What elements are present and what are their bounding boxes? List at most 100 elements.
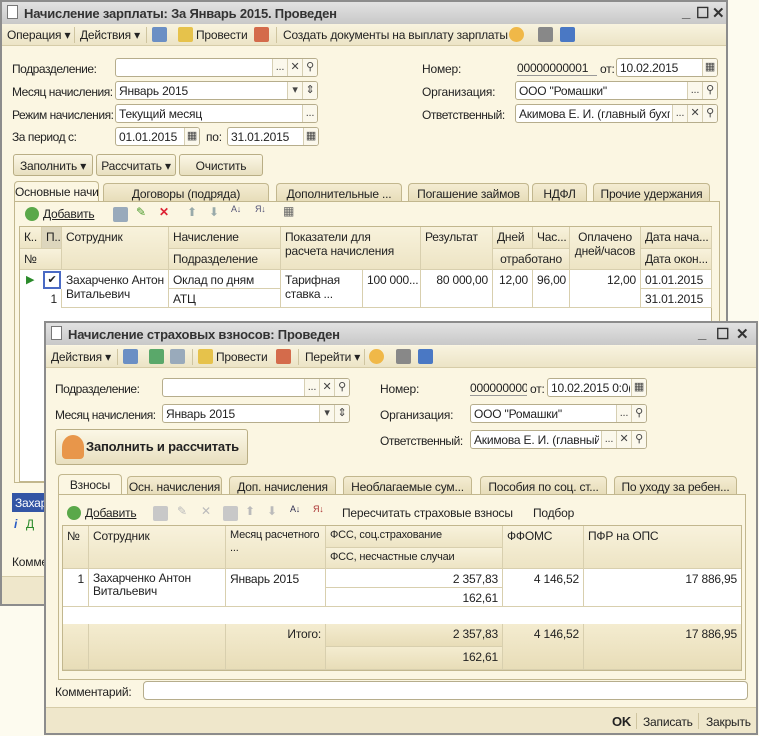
fill-and-calculate-button[interactable]: Заполнить и рассчитать [55,429,248,465]
save-button[interactable]: Записать [643,715,693,729]
mode-field[interactable]: Текущий месяц... [115,104,318,123]
tab-other-deductions[interactable]: Прочие удержания [593,183,710,202]
move-down-icon[interactable]: ⬇ [267,504,277,518]
table-settings-icon[interactable]: ▦ [283,204,295,218]
col-date-end[interactable]: Дата окон... [641,249,712,270]
division-field[interactable]: ... ✕ ⚲ [162,378,350,397]
sort-asc-icon[interactable]: A↓ [231,204,242,214]
post-icon[interactable] [198,349,213,364]
period-to-field[interactable]: 31.01.2015 ▦ [227,127,319,146]
edit-icon[interactable]: ✎ [177,504,187,518]
search-icon[interactable]: ⚲ [334,379,349,396]
close-button[interactable]: ✕ [736,326,749,343]
add-button[interactable]: Добавить [43,207,95,221]
sort-asc-icon[interactable]: A↓ [290,504,301,514]
tab-ndfl[interactable]: НДФЛ [532,183,587,202]
col-worked[interactable]: отработано [493,249,570,270]
col-hours[interactable]: Час... [533,227,570,249]
delete-icon[interactable]: ✕ [201,504,211,518]
post-button[interactable]: Провести [196,28,248,42]
select-button[interactable]: ... [304,379,319,396]
recalculate-button[interactable]: Пересчитать страховые взносы [342,506,513,520]
tab-contributions[interactable]: Взносы [58,474,122,495]
row-checkbox[interactable]: ✔ [43,271,61,289]
help-icon[interactable] [369,349,384,364]
clear-button[interactable]: Очистить [179,154,263,176]
actions-menu[interactable]: Действия ▾ [51,350,111,364]
move-up-icon[interactable]: ⬆ [187,205,197,219]
calc-icon[interactable] [223,506,238,521]
tab-childcare[interactable]: По уходу за ребен... [614,476,737,495]
col-fss[interactable]: ФСС, соц.страхование [326,526,503,548]
close-form-button[interactable]: Закрыть [706,715,751,729]
unpost-icon[interactable] [276,349,291,364]
col-accrual[interactable]: Начисление [169,227,281,249]
copy-icon[interactable] [113,207,128,222]
actions-menu[interactable]: Действия ▾ [80,28,140,42]
minimize-button[interactable]: _ [682,4,691,21]
move-up-icon[interactable]: ⬆ [245,504,255,518]
create-payment-docs-button[interactable]: Создать документы на выплату зарплаты [283,28,508,42]
number-field[interactable]: 000000000 [470,381,527,396]
resp-field[interactable]: Акимова Е. И. (главный бухга... ✕ ⚲ [515,104,718,123]
maximize-button[interactable]: ☐ [696,5,710,22]
fill-button[interactable]: Заполнить ▾ [13,154,93,176]
clear-icon[interactable]: ✕ [287,59,302,76]
operation-menu[interactable]: Операция ▾ [7,28,71,42]
select-button[interactable]: ... [302,105,317,122]
tab-main-accruals[interactable]: Осн. начисления [127,476,222,495]
spinner-icon[interactable]: ⇕ [334,405,349,422]
number-field[interactable]: 00000000001 [517,61,597,76]
col-num[interactable]: № [63,526,89,569]
move-down-icon[interactable]: ⬇ [209,205,219,219]
tab-loans[interactable]: Погашение займов [408,183,529,202]
select-button[interactable]: ... [601,431,616,448]
maximize-button[interactable]: ☐ [716,326,730,343]
list-settings-icon[interactable] [396,349,411,364]
unpost-icon[interactable] [254,27,269,42]
col-indicators[interactable]: Показатели для расчета начисления [281,227,421,270]
col-ffoms[interactable]: ФФОМС [503,526,584,569]
col-days[interactable]: Дней [493,227,533,249]
tab-contracts[interactable]: Договоры (подряда) [103,183,269,202]
calendar-icon[interactable]: ▦ [702,59,717,76]
resp-field[interactable]: Акимова Е. И. (главный б... ✕ ⚲ [470,430,647,449]
col-division[interactable]: Подразделение [169,249,281,270]
selected-row-partial[interactable]: Захар [12,493,44,512]
select-button[interactable]: Подбор [533,506,575,520]
col-result[interactable]: Результат [421,227,493,270]
org-field[interactable]: ООО "Ромашки"... ⚲ [470,404,647,423]
division-field[interactable]: ... ✕ ⚲ [115,58,318,77]
clear-icon[interactable]: ✕ [687,105,702,122]
search-icon[interactable]: ⚲ [702,105,717,122]
select-button[interactable]: ... [687,82,702,99]
select-button[interactable]: ... [616,405,631,422]
clear-icon[interactable]: ✕ [319,379,334,396]
select-button[interactable]: ... [672,105,687,122]
calendar-icon[interactable]: ▦ [303,128,318,145]
date-field[interactable]: 10.02.2015 0:0(▦ [547,378,647,397]
copy-icon[interactable] [153,506,168,521]
search-icon[interactable]: ⚲ [702,82,717,99]
delete-icon[interactable]: ✕ [159,205,169,219]
sort-desc-icon[interactable]: Я↓ [255,204,266,214]
add-button[interactable]: Добавить [85,506,137,520]
clear-icon[interactable]: ✕ [616,431,631,448]
col-num[interactable]: № [20,249,62,270]
minimize-button[interactable]: _ [698,325,707,342]
col-k[interactable]: К.. [20,227,42,249]
col-employee[interactable]: Сотрудник [89,526,226,569]
month-field[interactable]: Январь 2015 ▾ ⇕ [162,404,350,423]
select-button[interactable]: ... [272,59,287,76]
edit-icon[interactable]: ✎ [136,205,146,219]
col-fss-ns[interactable]: ФСС, несчастные случаи [326,548,503,569]
tab-non-taxable[interactable]: Необлагаемые сум... [343,476,472,495]
spinner-icon[interactable]: ⇕ [302,82,317,99]
date-field[interactable]: 10.02.2015 ▦ [616,58,718,77]
col-date-start[interactable]: Дата нача... [641,227,712,249]
tab-benefits[interactable]: Пособия по соц. ст... [480,476,607,495]
post-and-close-icon[interactable] [123,349,138,364]
calculate-button[interactable]: Рассчитать ▾ [96,154,176,176]
col-p[interactable]: П.. [42,227,62,249]
calendar-icon[interactable]: ▦ [184,128,199,145]
